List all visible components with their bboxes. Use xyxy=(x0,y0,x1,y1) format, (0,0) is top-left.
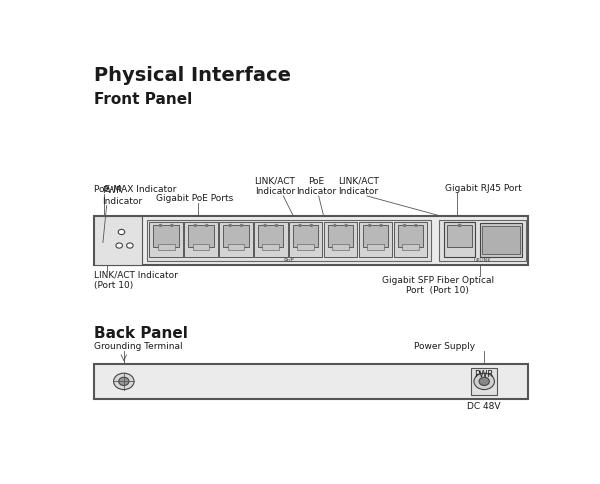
Bar xyxy=(227,243,244,250)
Bar xyxy=(472,368,497,394)
Circle shape xyxy=(241,225,243,227)
Text: LINK/ACT Indicator
(Port 10): LINK/ACT Indicator (Port 10) xyxy=(94,271,178,290)
Bar xyxy=(154,225,179,247)
Text: PWR: PWR xyxy=(475,370,494,379)
Bar xyxy=(158,243,175,250)
Bar xyxy=(223,225,248,247)
Bar xyxy=(193,243,209,250)
Bar xyxy=(367,243,384,250)
Text: Gigabit PoE Ports: Gigabit PoE Ports xyxy=(157,195,233,203)
Bar xyxy=(444,222,475,257)
Circle shape xyxy=(119,378,129,385)
Bar xyxy=(332,243,349,250)
Circle shape xyxy=(113,373,134,390)
Bar xyxy=(394,222,427,257)
Bar xyxy=(254,222,287,257)
Circle shape xyxy=(310,225,313,227)
Bar xyxy=(94,216,529,265)
Circle shape xyxy=(170,225,173,227)
Text: LINK/ACT
Indicator: LINK/ACT Indicator xyxy=(254,177,295,196)
Bar xyxy=(439,220,526,261)
Bar xyxy=(149,222,183,257)
Circle shape xyxy=(127,243,133,248)
Text: Power Supply: Power Supply xyxy=(415,342,476,350)
Text: Gigabit SFP Fiber Optical
Port  (Port 10): Gigabit SFP Fiber Optical Port (Port 10) xyxy=(382,276,494,296)
Text: PoE-MAX Indicator: PoE-MAX Indicator xyxy=(94,185,176,194)
Bar xyxy=(262,243,279,250)
Circle shape xyxy=(264,225,266,227)
Circle shape xyxy=(194,225,196,227)
Circle shape xyxy=(299,225,301,227)
Bar xyxy=(482,226,520,255)
Bar xyxy=(188,225,214,247)
Bar xyxy=(402,243,419,250)
Text: Gigabit RJ45 Port: Gigabit RJ45 Port xyxy=(445,184,521,193)
Bar xyxy=(398,225,423,247)
Text: LINK/ACT
Indicator: LINK/ACT Indicator xyxy=(338,177,379,196)
Bar xyxy=(289,222,322,257)
Circle shape xyxy=(206,225,208,227)
Bar xyxy=(219,222,253,257)
Text: Grounding Terminal: Grounding Terminal xyxy=(94,342,182,350)
Text: UPLINK: UPLINK xyxy=(474,258,491,263)
Text: Front Panel: Front Panel xyxy=(94,91,192,106)
Bar xyxy=(480,223,523,257)
Circle shape xyxy=(479,378,490,385)
Circle shape xyxy=(229,225,232,227)
Bar xyxy=(324,222,357,257)
Bar xyxy=(94,216,142,265)
Text: DC 48V: DC 48V xyxy=(467,402,501,411)
Circle shape xyxy=(159,225,161,227)
Circle shape xyxy=(380,225,382,227)
Text: PWR
Indicator: PWR Indicator xyxy=(102,186,142,206)
Circle shape xyxy=(415,225,417,227)
Bar xyxy=(147,220,431,261)
Text: PoE: PoE xyxy=(283,258,295,263)
Bar xyxy=(328,225,353,247)
Circle shape xyxy=(345,225,347,227)
Circle shape xyxy=(275,225,278,227)
Bar xyxy=(362,225,388,247)
Circle shape xyxy=(334,225,336,227)
Bar xyxy=(297,243,314,250)
Circle shape xyxy=(116,243,122,248)
Text: Physical Interface: Physical Interface xyxy=(94,65,290,85)
Text: Back Panel: Back Panel xyxy=(94,326,187,341)
Circle shape xyxy=(403,225,406,227)
Bar xyxy=(258,225,283,247)
Bar xyxy=(94,363,529,399)
Bar xyxy=(359,222,392,257)
Circle shape xyxy=(458,224,461,227)
Circle shape xyxy=(368,225,371,227)
Bar xyxy=(184,222,218,257)
Text: PoE
Indicator: PoE Indicator xyxy=(296,177,336,196)
Circle shape xyxy=(474,373,494,390)
Bar xyxy=(447,225,472,247)
Circle shape xyxy=(118,229,125,235)
Bar xyxy=(293,225,319,247)
